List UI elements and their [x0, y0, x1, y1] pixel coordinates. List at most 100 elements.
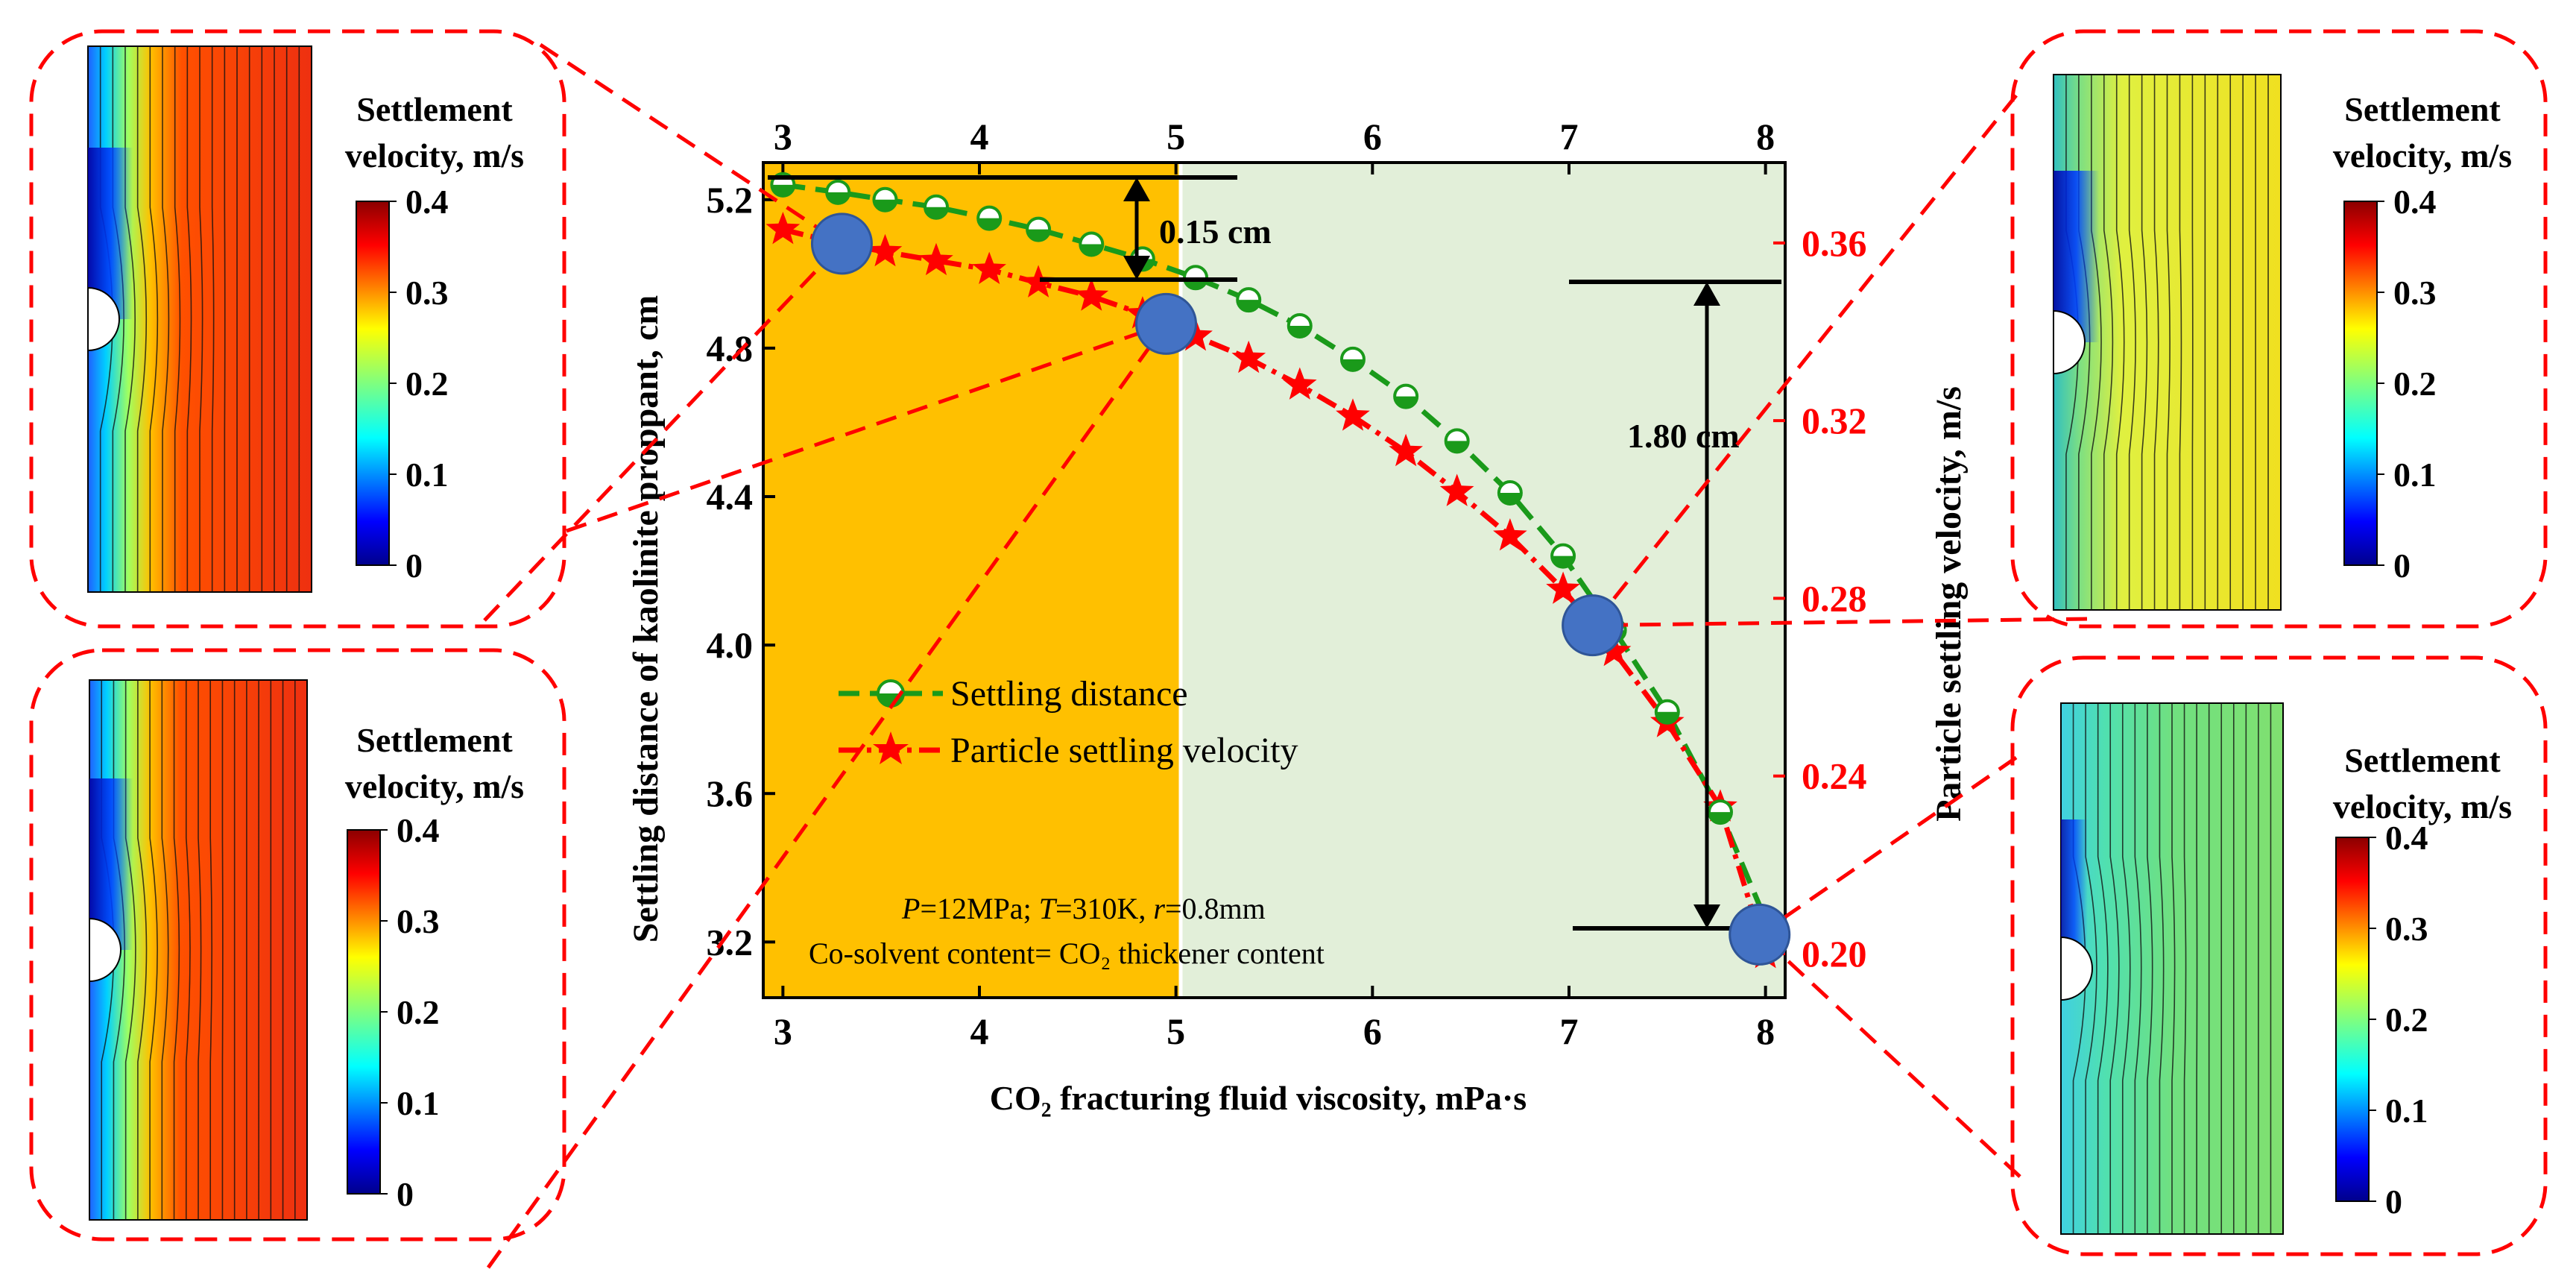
colorbar: 0.4 0.3 0.2 0.1 0: [347, 811, 440, 1213]
colorbar-tick-label: 0.2: [2385, 1001, 2428, 1039]
velocity-point: [1389, 433, 1423, 467]
colorbar-tick-label: 0.3: [397, 902, 440, 940]
velocity-point: [919, 242, 953, 276]
y-axis-left-label: Settling distance of kaolinite proppant,…: [626, 295, 666, 943]
x-top-tick-label: 6: [1363, 116, 1382, 157]
y-left-tick-label: 4.8: [707, 327, 754, 369]
colorbar-tick-label: 0: [2385, 1183, 2402, 1221]
settling-distance-point: [872, 186, 898, 213]
y-right-tick-label: 0.28: [1802, 577, 1867, 619]
particle-shape: [87, 286, 120, 352]
x-top-tick-label: 5: [1167, 116, 1185, 157]
velocity-point: [1074, 278, 1109, 311]
velocity-field-image: [2053, 74, 2282, 611]
legend-label-velocity: Particle settling velocity: [950, 731, 1298, 770]
colorbar-tick-label: 0: [397, 1175, 414, 1213]
colorbar-tick-label: 0.3: [2385, 910, 2428, 948]
colorbar-tick-label: 0.4: [405, 183, 449, 221]
x-top-tick-label: 7: [1559, 116, 1578, 157]
inset-title-line2: velocity, m/s: [345, 767, 524, 805]
colorbar-tick-label: 0.2: [405, 365, 449, 403]
y-right-tick-label: 0.20: [1802, 933, 1867, 975]
colorbar-tick-label: 0.4: [2393, 183, 2437, 221]
inset-panel: 0.4 0.3 0.2 0.1 0 Settlement velocity, m/s: [29, 648, 566, 1241]
colorbar-tick-label: 0.1: [2385, 1092, 2428, 1130]
x-tick-label: 4: [970, 1010, 989, 1052]
inset-connector-line: [539, 43, 843, 245]
colorbar: 0.4 0.3 0.2 0.1 0: [2335, 819, 2428, 1221]
region-high-viscosity: [1181, 163, 1785, 998]
plot-frame: [762, 161, 1787, 999]
settling-distance-point: [1339, 346, 1366, 372]
inset-title-line2: velocity, m/s: [345, 136, 524, 174]
colorbar-tick-label: 0.3: [2393, 274, 2437, 312]
colorbar-tick-label: 0.1: [2393, 456, 2437, 494]
colorbar: 0.4 0.3 0.2 0.1 0: [356, 183, 449, 585]
highlight-circle: [1134, 292, 1197, 355]
inset-title-line2: velocity, m/s: [2333, 787, 2512, 825]
annotation-delta2: 1.80 cm: [1569, 280, 1781, 931]
x-tick-label: 5: [1167, 1010, 1185, 1052]
inset-connector-line: [486, 322, 1168, 1269]
settling-distance-point: [1654, 699, 1680, 725]
legend-label-settling-distance: Settling distance: [950, 674, 1188, 714]
highlight-points: [810, 213, 1791, 966]
colorbar-tick-label: 0.4: [397, 811, 440, 849]
y-left-tick-label: 4.4: [707, 476, 754, 517]
y-right-tick-label: 0.24: [1802, 755, 1867, 797]
y-left-tick-label: 3.6: [707, 772, 754, 814]
highlight-circle: [1562, 594, 1624, 657]
inset-title-line1: Settlement: [356, 90, 513, 128]
condition-text-line2: Co-solvent content= CO₂ thickener conten…: [809, 937, 1325, 970]
x-top-tick-label: 3: [774, 116, 792, 157]
velocity-point: [1546, 571, 1580, 604]
inset-title-line2: velocity, m/s: [2333, 136, 2512, 174]
velocity-point: [1231, 340, 1266, 374]
velocity-field-image: [2060, 702, 2284, 1235]
velocity-point: [1597, 633, 1632, 667]
insets: 0.4 0.3 0.2 0.1 0 Settlement velocity, m/s 0.4 0…: [29, 29, 2548, 1256]
inset-connectors: [483, 43, 2088, 1269]
inset-panel: 0.4 0.3 0.2 0.1 0 Settlement velocity, m/s: [29, 29, 566, 629]
annotation-delta1: 0.15 cm: [768, 175, 1272, 282]
highlight-circle: [810, 213, 873, 275]
inset-title-line1: Settlement: [2344, 90, 2501, 128]
inset-connector-line: [566, 322, 1167, 533]
x-tick-label: 7: [1559, 1010, 1578, 1052]
x-top-tick-label: 8: [1756, 116, 1775, 157]
velocity-field-image: [89, 679, 308, 1221]
y-left-tick-label: 3.2: [707, 921, 754, 963]
axis-tick-labels: 3 3 4 4 5 5 6 6 7 7 8 8 3.2 3.6 4.0 4.4 4.8 5.2 0.20 0.24 0.…: [707, 116, 1867, 1052]
x-top-tick-label: 4: [970, 116, 989, 157]
y-axis-right-label: Particle settling velocity, m/s: [1929, 386, 1969, 822]
settling-distance-point: [1393, 383, 1419, 409]
colorbar: 0.4 0.3 0.2 0.1 0: [2343, 183, 2437, 585]
inset-connector-line: [483, 242, 844, 622]
main-chart: 3 3 4 4 5 5 6 6 7 7 8 8 3.2 3.6 4.0 4.4 4.8 5.2 0.20 0.24 0.…: [626, 116, 1969, 1117]
annotation-delta1-text: 0.15 cm: [1159, 213, 1272, 251]
x-tick-label: 3: [774, 1010, 792, 1052]
inset-connector-line: [1591, 94, 2018, 627]
settling-distance-point: [1497, 480, 1523, 506]
settling-distance-point: [1287, 313, 1313, 339]
velocity-point: [765, 212, 801, 245]
particle-shape: [89, 917, 121, 983]
axis-ticks: [763, 163, 1785, 998]
legend-marker-velocity: [873, 731, 909, 764]
colorbar-tick-label: 0.2: [397, 993, 440, 1031]
highlight-circle: [1729, 903, 1791, 966]
inset-panel: 0.4 0.3 0.2 0.1 0 Settlement velocity, m/s: [2010, 655, 2548, 1256]
inset-title-line1: Settlement: [356, 721, 513, 759]
colorbar-tick-label: 0: [405, 547, 423, 585]
settling-distance-point: [1707, 799, 1733, 825]
y-right-tick-label: 0.32: [1802, 400, 1867, 441]
settling-distance-point: [1550, 543, 1576, 569]
velocity-point: [1178, 318, 1213, 351]
settling-distance-point: [924, 194, 950, 220]
legend: Settling distance Particle settling velo…: [839, 674, 1298, 770]
settling-distance-point: [1236, 287, 1262, 313]
settling-distance-point: [1079, 231, 1105, 257]
colorbar-tick-label: 0.1: [405, 456, 449, 494]
inset-panel: 0.4 0.3 0.2 0.1 0 Settlement velocity, m/s: [2010, 29, 2548, 629]
